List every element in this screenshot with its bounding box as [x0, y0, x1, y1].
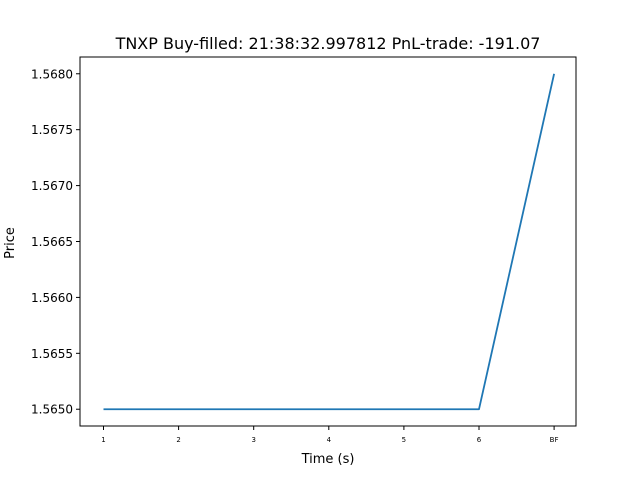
y-axis-label: Price [3, 227, 18, 259]
chart-title: TNXP Buy-filled: 21:38:32.997812 PnL-tra… [115, 34, 541, 53]
x-tick-label: 1 [101, 436, 105, 444]
y-tick-label: 1.5670 [31, 179, 73, 193]
plot-area-frame [79, 56, 577, 427]
y-tick-label: 1.5655 [31, 347, 73, 361]
x-tick-label: BF [550, 436, 559, 444]
x-tick-label: 2 [176, 436, 180, 444]
x-tick-label: 5 [402, 436, 406, 444]
series-line [103, 73, 555, 411]
y-tick-label: 1.5675 [31, 123, 73, 137]
series-layer [103, 73, 555, 411]
y-tick-label: 1.5680 [31, 67, 73, 81]
y-axis: 1.5650 1.5655 1.5660 1.5665 1.5670 1.5675 1.56… [31, 67, 80, 417]
y-tick-label: 1.5660 [31, 291, 73, 305]
x-axis-label: Time (s) [301, 452, 355, 467]
y-tick-label: 1.5650 [31, 403, 73, 417]
x-tick-label: 3 [251, 436, 255, 444]
x-tick-label: 6 [477, 436, 482, 444]
x-tick-label: 4 [327, 436, 332, 444]
x-axis: 1 2 3 4 5 6 BF [101, 426, 559, 444]
y-tick-label: 1.5665 [31, 235, 73, 249]
